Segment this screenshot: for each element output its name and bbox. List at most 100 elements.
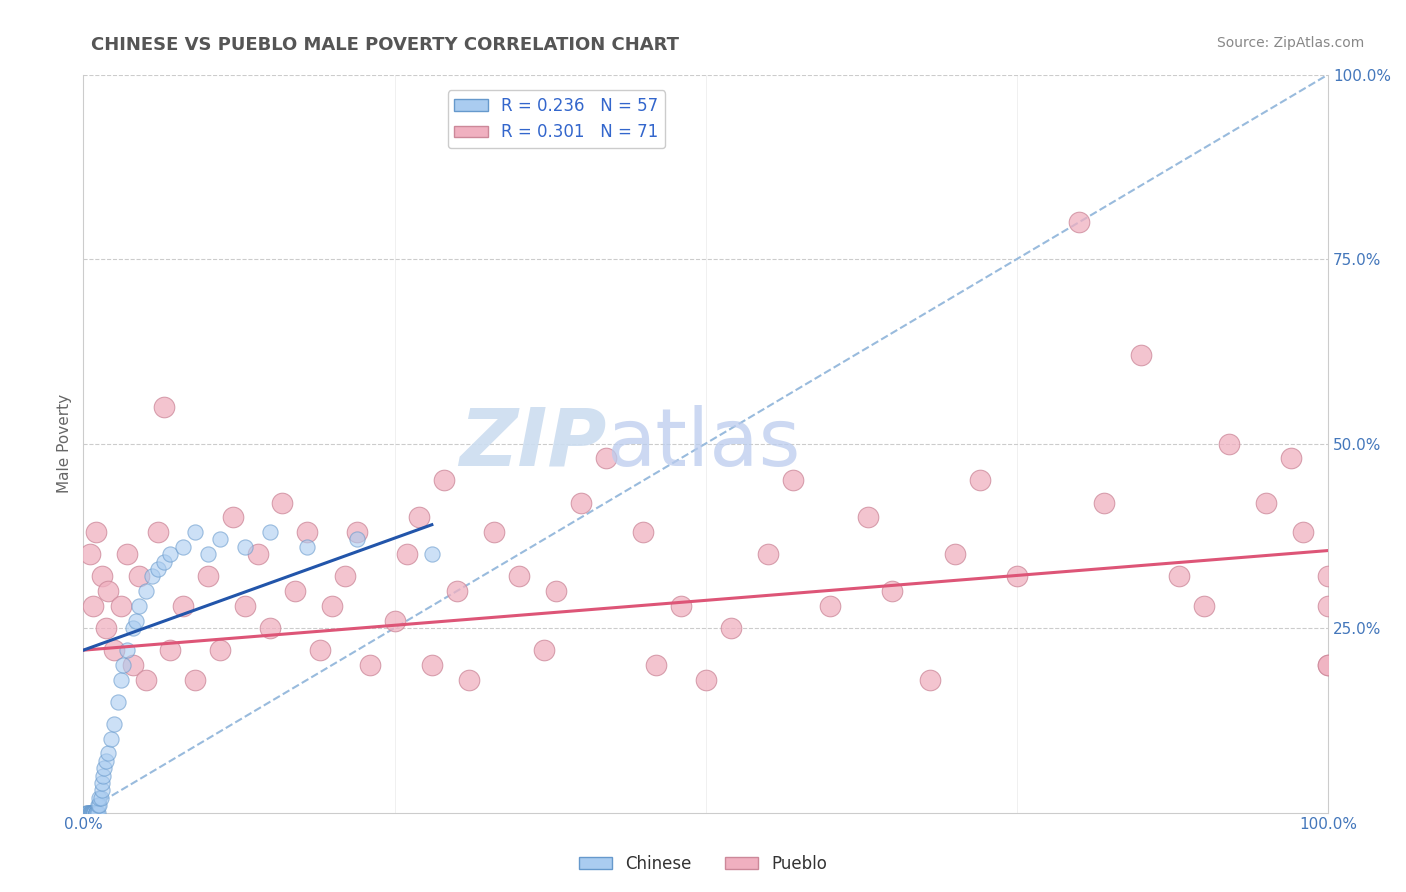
- Legend: Chinese, Pueblo: Chinese, Pueblo: [572, 848, 834, 880]
- Point: [84, 805, 107, 820]
- Point: [1218, 436, 1240, 450]
- Point: [297, 540, 319, 554]
- Point: [508, 569, 530, 583]
- Point: [321, 599, 343, 613]
- Point: [1167, 569, 1189, 583]
- Point: [1192, 599, 1215, 613]
- Point: [77, 805, 100, 820]
- Point: [271, 495, 294, 509]
- Text: ZIP: ZIP: [458, 405, 606, 483]
- Point: [209, 533, 232, 547]
- Point: [86, 805, 108, 820]
- Point: [720, 621, 742, 635]
- Point: [533, 643, 555, 657]
- Point: [669, 599, 692, 613]
- Point: [93, 761, 115, 775]
- Point: [384, 614, 406, 628]
- Point: [84, 805, 107, 820]
- Point: [221, 510, 243, 524]
- Point: [458, 673, 481, 687]
- Point: [420, 547, 443, 561]
- Point: [79, 547, 101, 561]
- Point: [259, 621, 281, 635]
- Point: [84, 525, 107, 540]
- Point: [76, 805, 98, 820]
- Point: [595, 451, 617, 466]
- Point: [446, 584, 468, 599]
- Point: [569, 495, 592, 509]
- Legend: R = 0.236   N = 57, R = 0.301   N = 71: R = 0.236 N = 57, R = 0.301 N = 71: [447, 90, 665, 148]
- Point: [80, 805, 103, 820]
- Point: [80, 805, 103, 820]
- Point: [83, 805, 105, 820]
- Point: [115, 643, 138, 657]
- Point: [91, 776, 114, 790]
- Point: [87, 805, 110, 820]
- Point: [84, 805, 107, 820]
- Point: [107, 695, 129, 709]
- Point: [197, 547, 219, 561]
- Point: [91, 783, 114, 797]
- Point: [122, 621, 145, 635]
- Point: [141, 569, 163, 583]
- Point: [89, 798, 111, 813]
- Point: [94, 621, 117, 635]
- Point: [159, 643, 181, 657]
- Point: [124, 614, 146, 628]
- Point: [1317, 657, 1340, 672]
- Point: [153, 400, 176, 414]
- Point: [346, 525, 368, 540]
- Point: [184, 673, 207, 687]
- Point: [333, 569, 356, 583]
- Point: [77, 805, 100, 820]
- Point: [433, 474, 456, 488]
- Point: [1130, 348, 1153, 362]
- Point: [756, 547, 779, 561]
- Point: [83, 805, 105, 820]
- Point: [146, 562, 169, 576]
- Point: [115, 547, 138, 561]
- Point: [128, 599, 150, 613]
- Point: [87, 798, 110, 813]
- Point: [75, 805, 97, 820]
- Point: [91, 769, 114, 783]
- Point: [1069, 215, 1091, 229]
- Point: [103, 643, 125, 657]
- Point: [80, 805, 103, 820]
- Point: [89, 790, 111, 805]
- Y-axis label: Male Poverty: Male Poverty: [58, 394, 72, 493]
- Point: [297, 525, 319, 540]
- Point: [246, 547, 269, 561]
- Point: [110, 599, 132, 613]
- Point: [1317, 599, 1340, 613]
- Point: [408, 510, 430, 524]
- Point: [482, 525, 505, 540]
- Point: [82, 805, 104, 820]
- Point: [695, 673, 717, 687]
- Point: [1292, 525, 1315, 540]
- Point: [159, 547, 181, 561]
- Point: [135, 673, 157, 687]
- Point: [153, 555, 176, 569]
- Point: [259, 525, 281, 540]
- Point: [94, 754, 117, 768]
- Point: [80, 805, 103, 820]
- Point: [84, 805, 107, 820]
- Point: [79, 805, 101, 820]
- Point: [122, 657, 145, 672]
- Point: [284, 584, 307, 599]
- Point: [856, 510, 879, 524]
- Point: [633, 525, 655, 540]
- Point: [359, 657, 381, 672]
- Point: [110, 673, 132, 687]
- Point: [882, 584, 904, 599]
- Point: [918, 673, 941, 687]
- Point: [91, 569, 114, 583]
- Point: [1279, 451, 1302, 466]
- Text: atlas: atlas: [606, 405, 800, 483]
- Point: [82, 805, 104, 820]
- Text: Source: ZipAtlas.com: Source: ZipAtlas.com: [1216, 36, 1364, 50]
- Point: [233, 540, 256, 554]
- Point: [209, 643, 232, 657]
- Point: [818, 599, 841, 613]
